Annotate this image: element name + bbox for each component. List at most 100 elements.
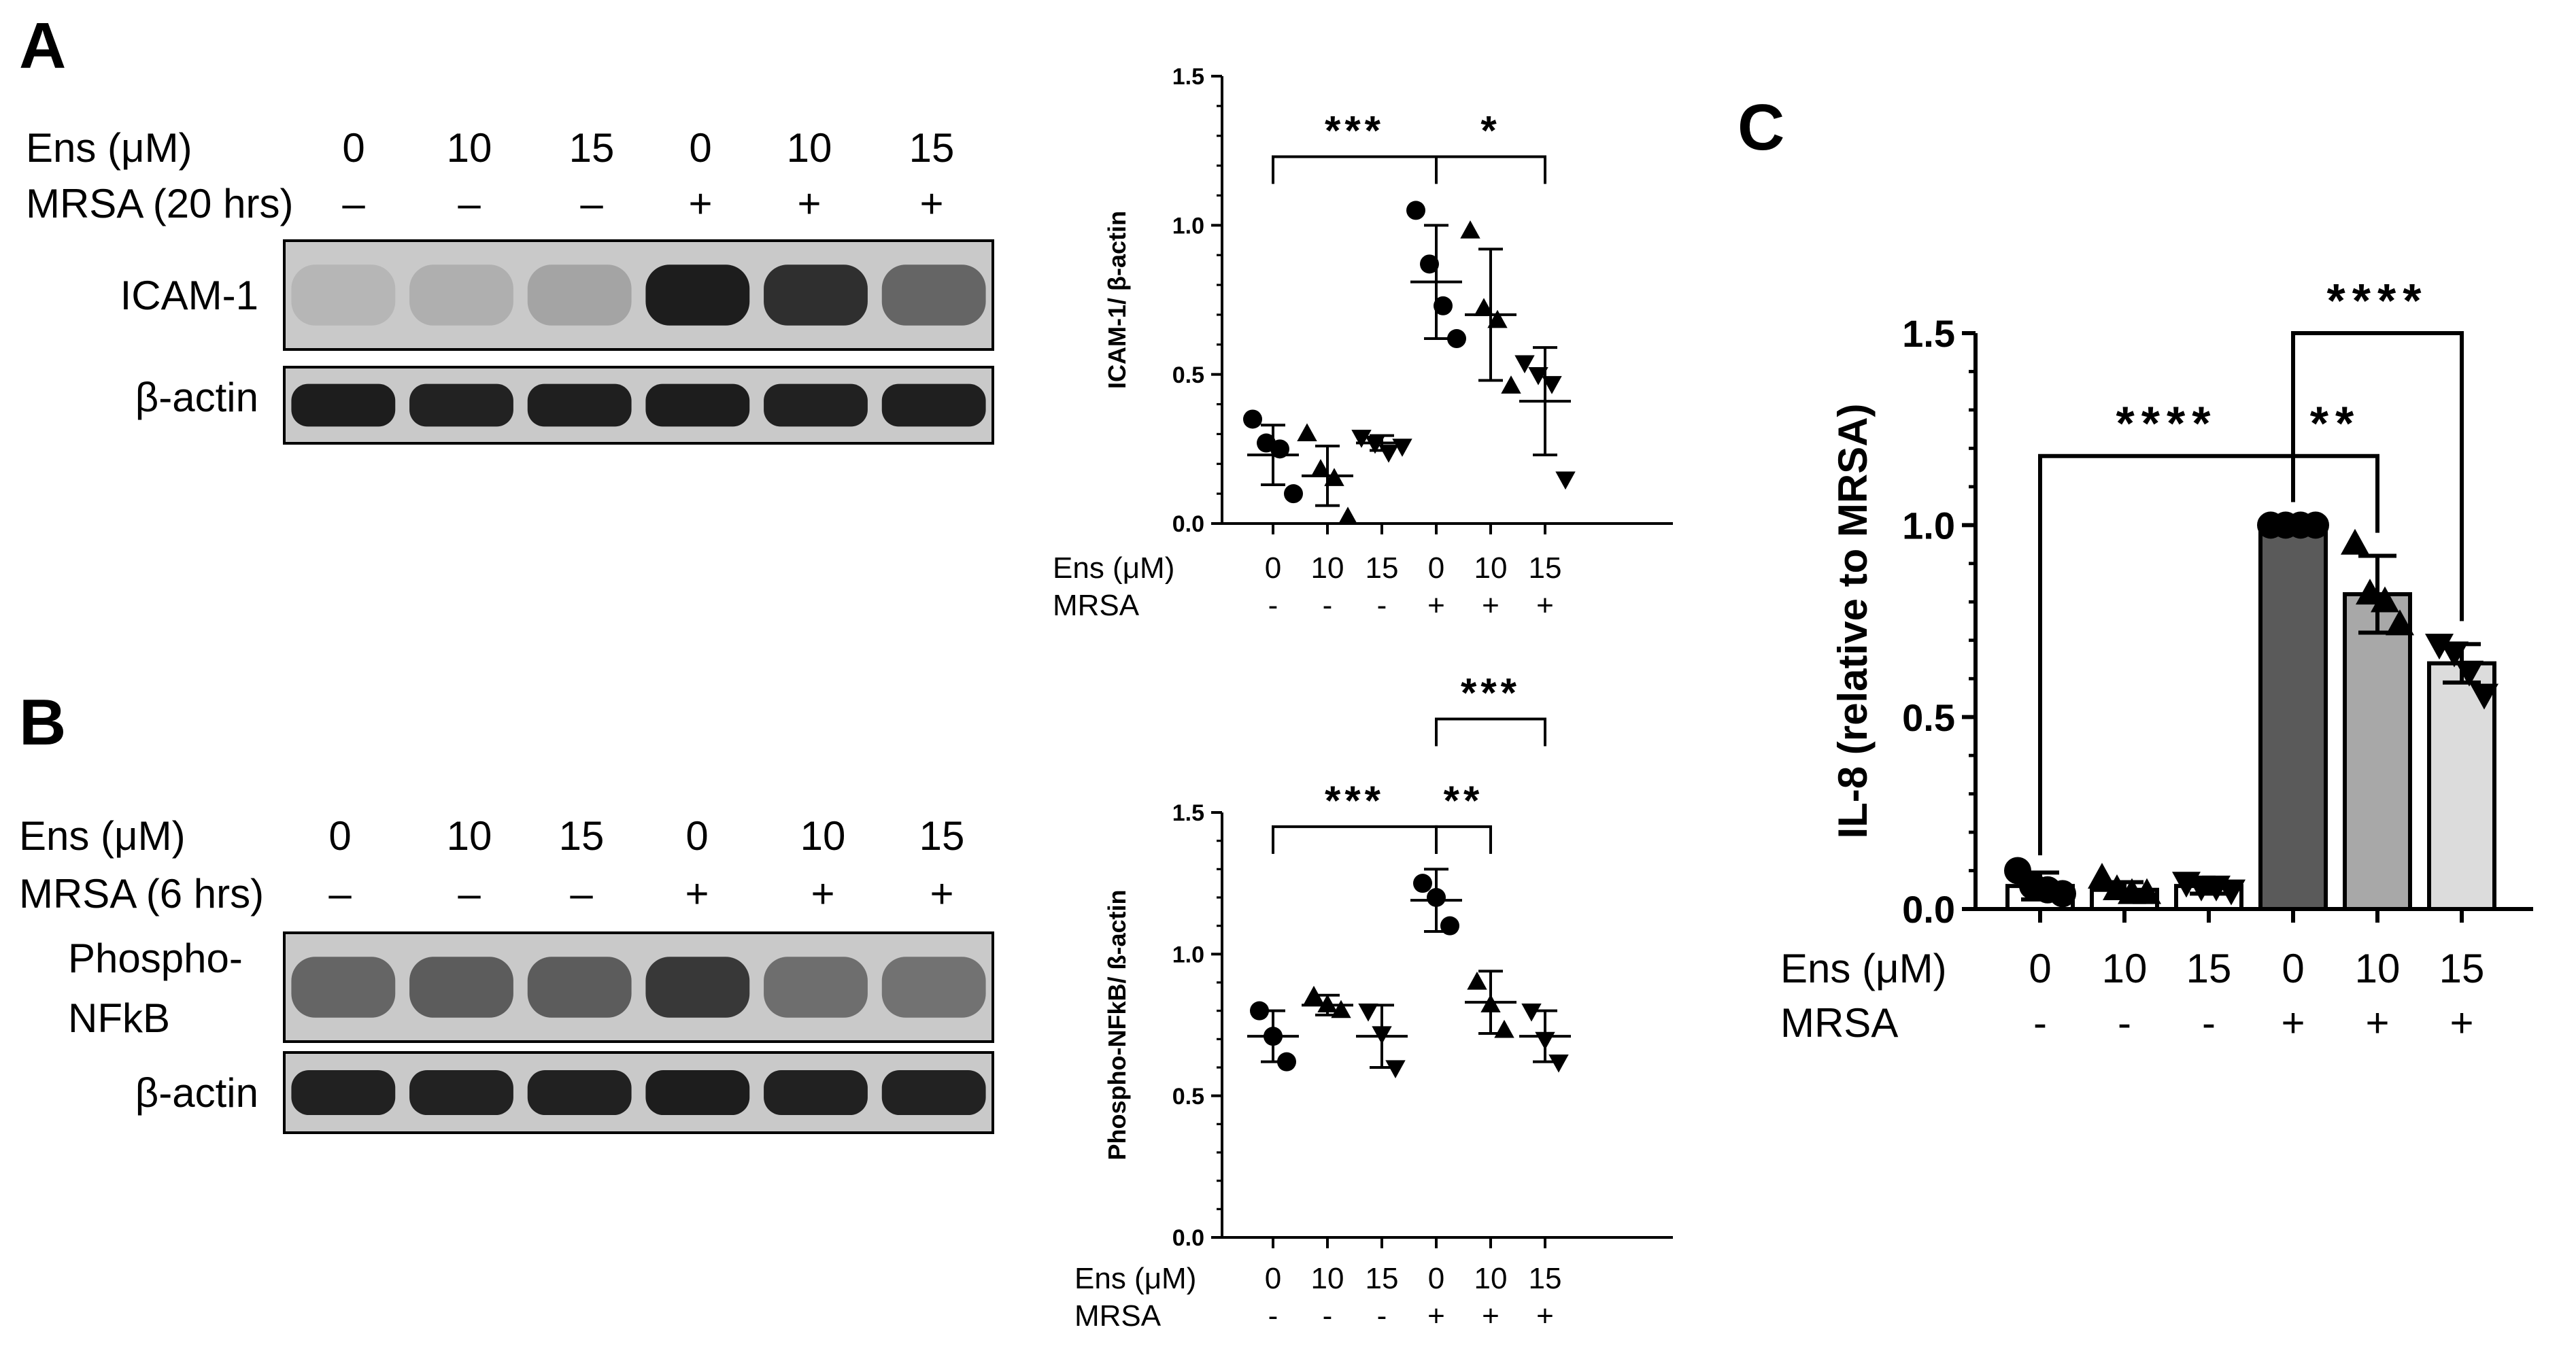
il8-chart: 0.0 0.5 1.0 1.5 IL-8 (relative to MRSA) 0 - 10 -…: [1780, 274, 2533, 1046]
data-point: [1501, 375, 1521, 394]
panel-letter-b: B: [19, 686, 66, 759]
blot-a-lane-value: 10: [447, 125, 492, 171]
blot-b-band: [645, 1069, 750, 1116]
blot-b-band-label-actin: β-actin: [135, 1070, 258, 1116]
significance-bracket: [1435, 717, 1546, 747]
blot-a-membrane: [283, 239, 994, 351]
y-axis-label: Phospho-NFkB/ ß-actin: [1103, 890, 1131, 1161]
western-blot-b: Ens (μM) MRSA (6 hrs) Phospho- NFkB β-ac…: [19, 813, 994, 1134]
data-point: [1284, 484, 1303, 504]
data-point: [1487, 309, 1508, 328]
blot-b-membrane: [283, 931, 994, 1043]
blot-a-band: [764, 264, 868, 326]
x-tick-label: 10: [1311, 1262, 1344, 1295]
blot-b-lane-value: –: [458, 871, 481, 917]
mrsa-sign-label: +: [2450, 1000, 2473, 1046]
blot-a-lane-value: +: [688, 181, 712, 226]
mrsa-sign-label: -: [1268, 1299, 1278, 1333]
significance-label: **: [2310, 397, 2360, 450]
mrsa-sign-label: +: [1427, 589, 1445, 622]
blot-b-lane-value: 10: [800, 813, 846, 859]
blot-b-band: [764, 957, 868, 1018]
x-tick-label: 15: [1366, 551, 1399, 585]
data-point: [1331, 999, 1351, 1018]
significance-label: ****: [2327, 274, 2428, 327]
panel-letter-c: C: [1738, 91, 1784, 164]
data-point: [1548, 1055, 1569, 1073]
blot-a-band-label-icam1: ICAM-1: [120, 273, 258, 318]
blot-a-band: [645, 264, 750, 326]
blot-b-lane-value: –: [328, 871, 352, 917]
mrsa-sign-label: +: [1427, 1299, 1445, 1333]
y-axis-label: IL-8 (relative to MRSA): [1830, 403, 1876, 838]
y-tick-label: 0.0: [1172, 1225, 1204, 1251]
data-point: [2470, 683, 2498, 710]
x-tick-label: 0: [1428, 551, 1444, 585]
data-point: [2302, 511, 2329, 539]
significance-label: ***: [1325, 778, 1385, 823]
mrsa-sign-label: +: [2365, 1000, 2389, 1046]
data-point: [1250, 1001, 1269, 1021]
blot-b-lane-value: –: [570, 871, 593, 917]
data-point: [1243, 409, 1262, 429]
mrsa-sign-label: -: [1268, 589, 1278, 622]
data-point: [1434, 296, 1453, 315]
blot-a-band: [881, 383, 986, 427]
row-label-ens: Ens (μM): [1053, 551, 1174, 585]
y-tick-label: 1.0: [1902, 504, 1955, 547]
y-tick-label: 0.0: [1902, 888, 1955, 931]
row-label-ens: Ens (μM): [1780, 946, 1947, 991]
y-tick-label: 0.5: [1902, 696, 1955, 739]
data-point: [1365, 435, 1385, 454]
blot-b-band: [291, 1069, 396, 1116]
data-point: [1514, 355, 1535, 374]
data-point: [2341, 528, 2369, 555]
blot-a-band: [764, 383, 868, 427]
x-tick-label: 15: [1366, 1262, 1399, 1295]
row-label-mrsa: MRSA: [1780, 1000, 1898, 1046]
blot-b-lane-value: +: [811, 871, 834, 917]
blot-b-band: [291, 957, 396, 1018]
mrsa-sign-label: +: [1536, 1299, 1554, 1333]
x-tick-label: 10: [1474, 1262, 1508, 1295]
blot-a-lane-value: –: [342, 181, 365, 226]
data-point: [1351, 430, 1372, 448]
x-tick-label: 15: [1529, 1262, 1562, 1295]
blot-b-lane-value: 15: [919, 813, 965, 859]
x-tick-label: 0: [1265, 1262, 1281, 1295]
x-tick-label: 10: [2355, 946, 2401, 991]
data-point: [1413, 874, 1432, 893]
row-label-ens: Ens (μM): [1074, 1262, 1196, 1295]
data-point: [2386, 609, 2414, 636]
blot-a-band-label-actin: β-actin: [135, 375, 258, 420]
mrsa-sign-label: -: [1377, 1299, 1387, 1333]
significance-bracket: [2291, 331, 2464, 621]
blot-a-band: [409, 264, 513, 326]
blot-a-lane-value: –: [458, 181, 481, 226]
blot-a-band: [291, 264, 396, 326]
blot-a-band: [881, 264, 986, 326]
blot-b-band: [409, 957, 513, 1018]
blot-a-band: [527, 264, 632, 326]
blot-a-lane-value: 0: [689, 125, 711, 171]
data-point: [1555, 471, 1576, 490]
mrsa-sign-label: +: [1536, 589, 1554, 622]
x-tick-label: 0: [1265, 551, 1281, 585]
y-tick-label: 1.0: [1172, 942, 1204, 968]
y-tick-label: 0.5: [1172, 1084, 1204, 1110]
data-point: [1406, 201, 1425, 220]
x-tick-label: 0: [2282, 946, 2304, 991]
blot-b-lane-value: 15: [559, 813, 605, 859]
blot-a-lane-value: +: [797, 181, 821, 226]
mrsa-sign-label: +: [1482, 589, 1499, 622]
blot-b-band: [527, 1069, 632, 1116]
western-blot-a: Ens (μM) MRSA (20 hrs) ICAM-1 β-actin 0 1…: [26, 125, 994, 445]
blot-a-lane-value: 15: [569, 125, 615, 171]
data-point: [1528, 367, 1548, 386]
significance-bracket: [1435, 155, 1546, 184]
blot-b-band: [527, 957, 632, 1018]
y-tick-label: 1.5: [1172, 64, 1204, 90]
blot-a-row-label-ens: Ens (μM): [26, 125, 192, 171]
blot-b-row-label-ens: Ens (μM): [19, 813, 186, 859]
blot-a-lane-value: 15: [909, 125, 955, 171]
